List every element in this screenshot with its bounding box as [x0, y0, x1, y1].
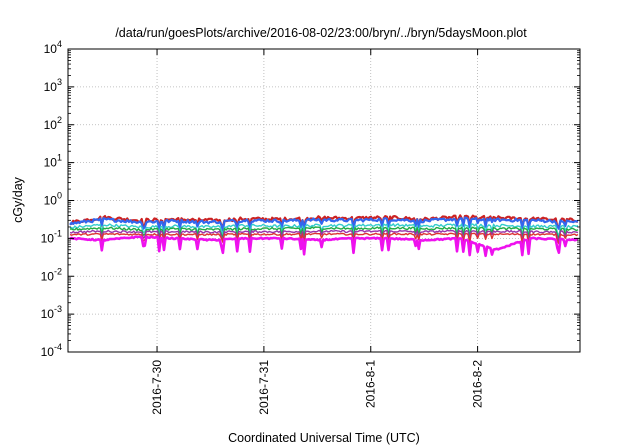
y-tick-label: 10-2: [41, 266, 62, 283]
y-axis: 10-4 10-3 10-2 10-1 100 101 102 103 104: [41, 39, 580, 359]
series-line: [69, 223, 579, 237]
y-tick-label: 10-1: [41, 228, 62, 245]
series-line: [69, 229, 579, 243]
y-axis-label: cGy/day: [11, 176, 25, 223]
series-line: [69, 214, 579, 230]
grid: [68, 49, 580, 352]
x-axis-label: Coordinated Universal Time (UTC): [228, 431, 420, 445]
x-axis: 2016-7-30 2016-7-31 2016-8-1 2016-8-2: [150, 49, 485, 415]
x-tick-label: 2016-8-2: [471, 360, 485, 408]
y-tick-label: 103: [44, 77, 62, 94]
series-line: [69, 235, 579, 258]
x-tick-label: 2016-8-1: [364, 360, 378, 408]
y-tick-label: 104: [44, 39, 62, 56]
x-tick-label: 2016-7-30: [150, 360, 164, 415]
y-tick-label: 101: [44, 153, 62, 170]
y-tick-label: 102: [44, 115, 62, 132]
x-tick-label: 2016-7-31: [257, 360, 271, 415]
y-tick-label: 10-4: [41, 342, 62, 359]
series-line: [70, 226, 579, 240]
y-tick-label: 10-3: [41, 304, 62, 321]
series-layer: [69, 214, 579, 258]
series-line: [69, 232, 579, 245]
y-tick-label: 100: [44, 191, 62, 208]
chart-title: /data/run/goesPlots/archive/2016-08-02/2…: [115, 26, 527, 40]
series-line: [69, 216, 579, 232]
